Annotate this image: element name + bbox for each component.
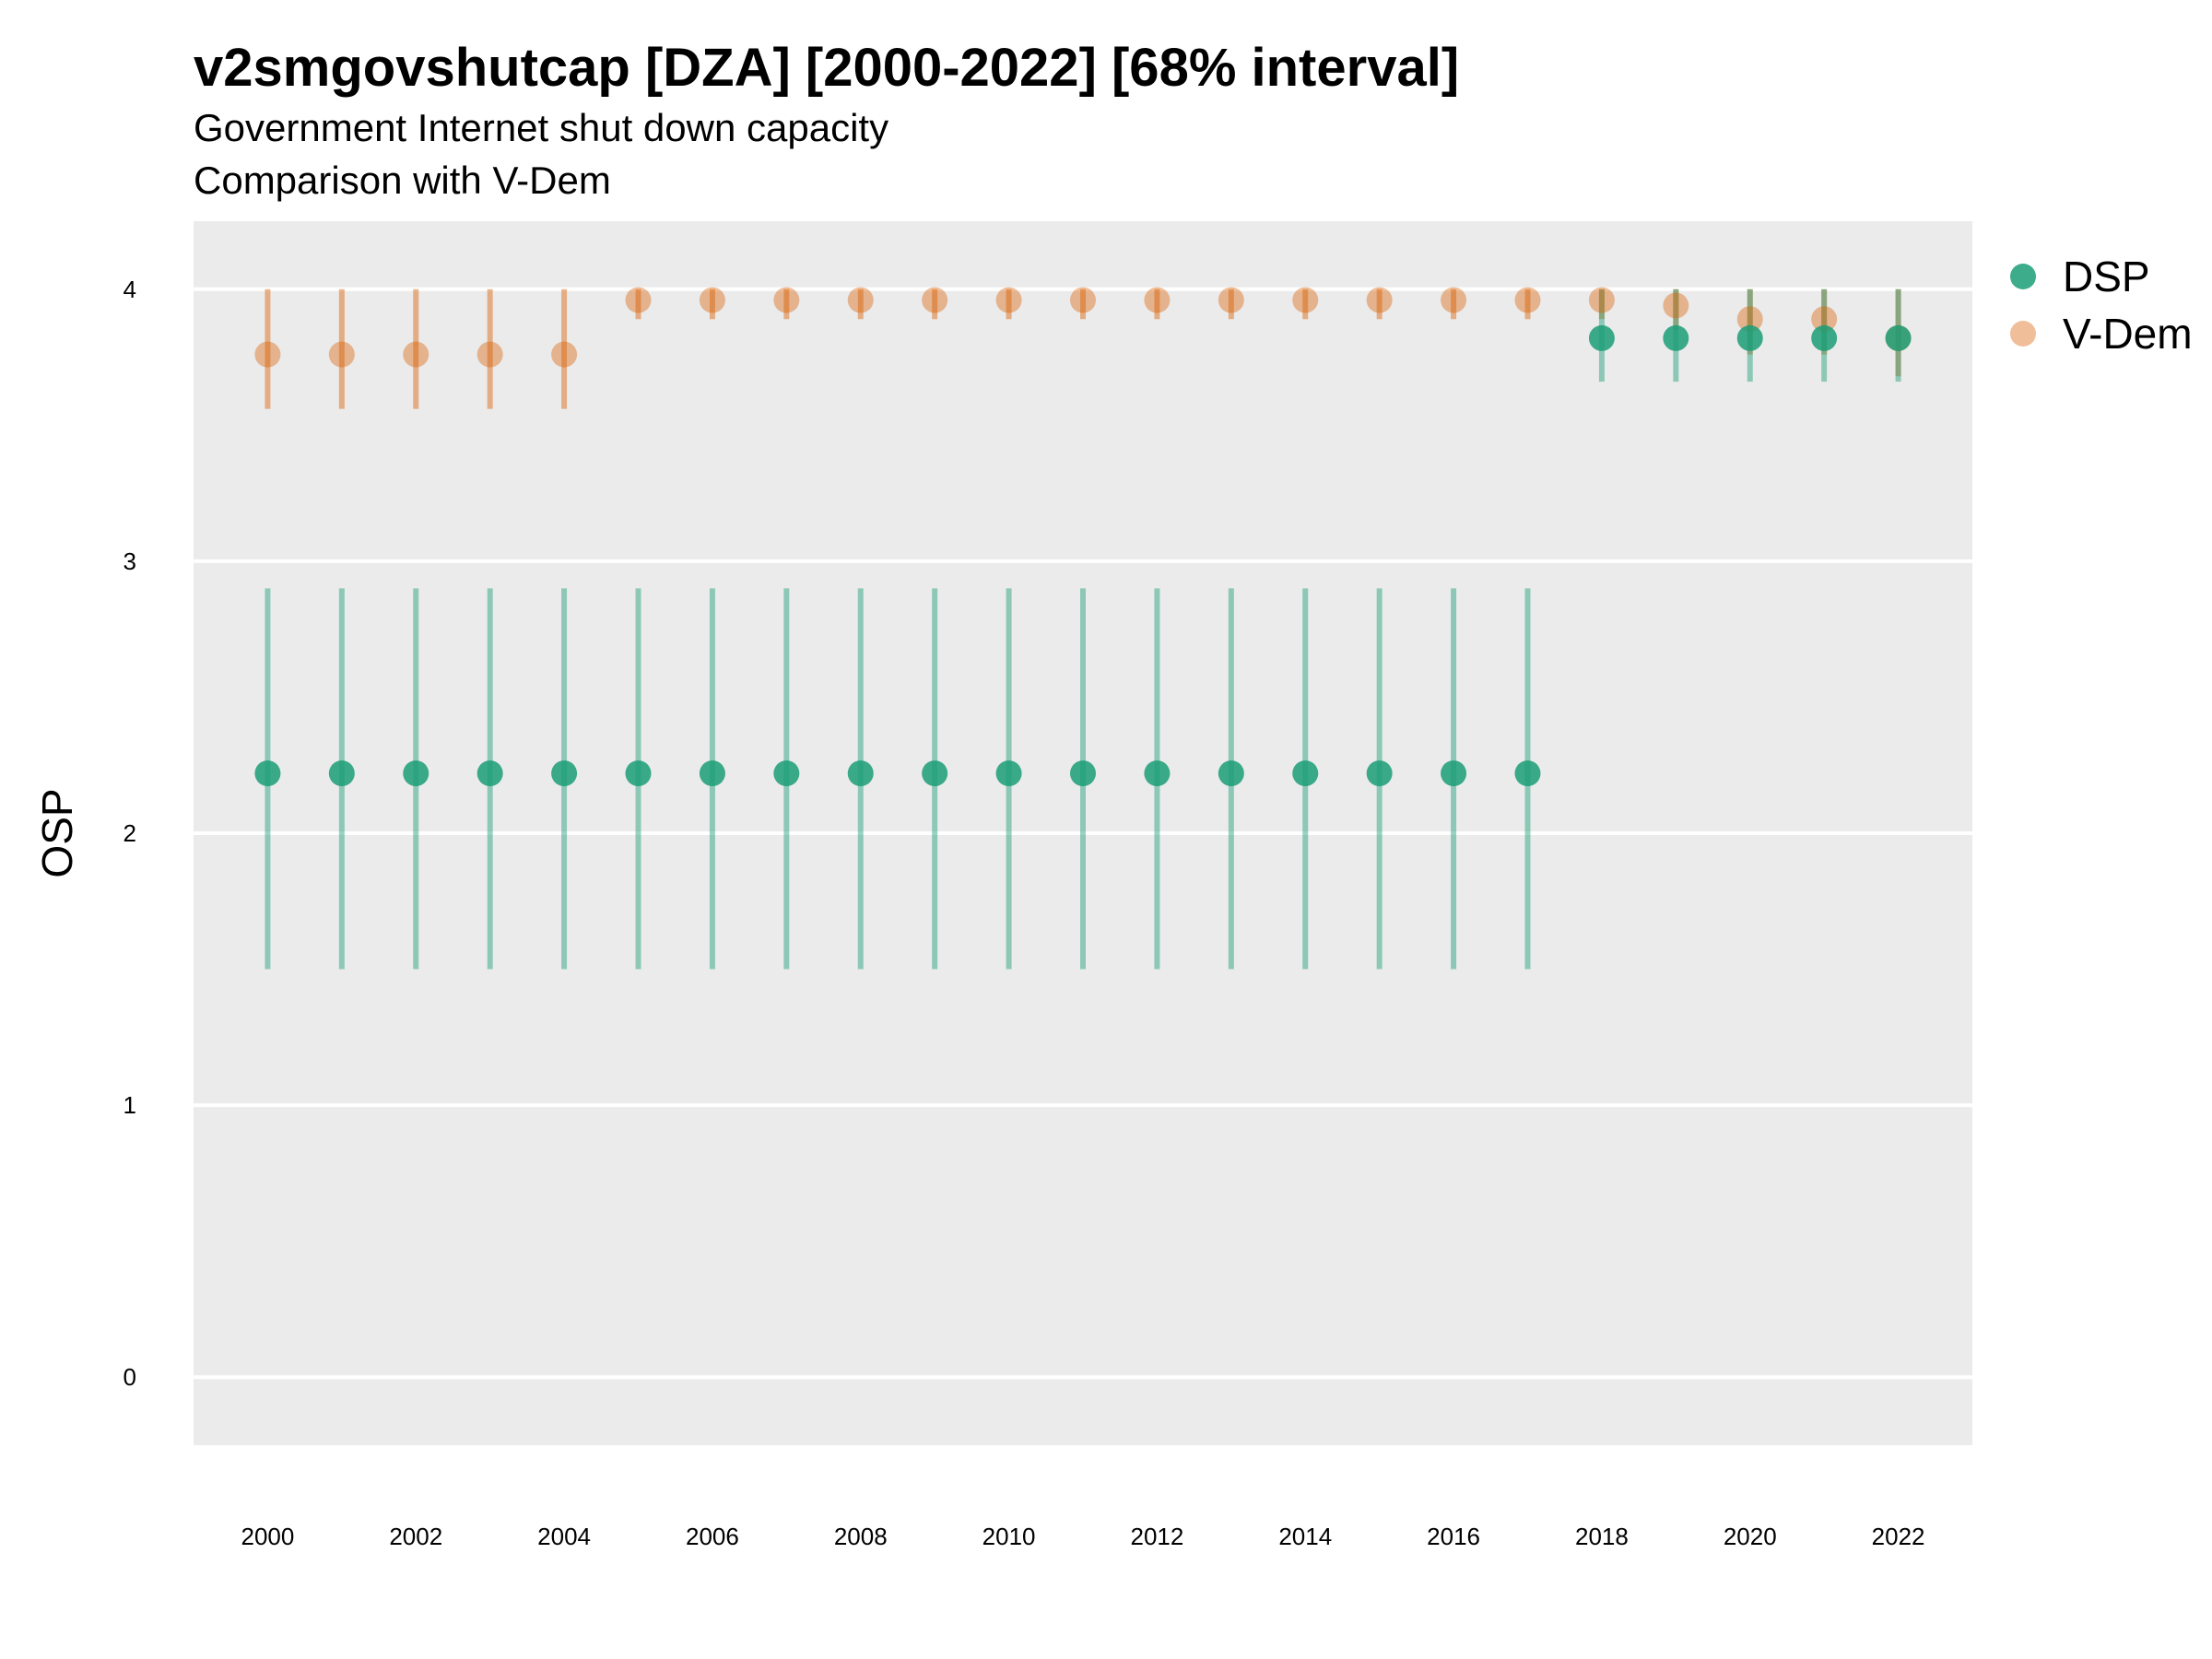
dsp-point bbox=[847, 760, 874, 787]
legend-label-v-dem: V-Dem bbox=[2063, 310, 2193, 358]
x-tick-label: 2008 bbox=[834, 1523, 888, 1550]
dsp-point bbox=[1885, 324, 1912, 351]
dsp-point bbox=[699, 760, 725, 787]
x-tick-label: 2010 bbox=[982, 1523, 1036, 1550]
dsp-point bbox=[1292, 760, 1319, 787]
x-tick-label: 2006 bbox=[686, 1523, 739, 1550]
x-tick-label: 2004 bbox=[537, 1523, 591, 1550]
x-axis-ticks: 2000 2002 2004 2006 2008 2010 2012 2014 2016 2018… bbox=[241, 1523, 1924, 1550]
x-tick-label: 2014 bbox=[1278, 1523, 1332, 1550]
y-tick-label: 2 bbox=[124, 819, 136, 847]
v-dem-point bbox=[1218, 287, 1244, 313]
dsp-point bbox=[254, 760, 281, 787]
x-tick-label: 2018 bbox=[1575, 1523, 1629, 1550]
dsp-point bbox=[1588, 324, 1615, 351]
v-dem-point bbox=[1366, 287, 1393, 313]
dsp-point bbox=[551, 760, 578, 787]
y-axis-title: OSP bbox=[33, 788, 81, 877]
v-dem-point bbox=[625, 287, 652, 313]
v-dem-point bbox=[1292, 287, 1319, 313]
v-dem-point bbox=[1144, 287, 1171, 313]
legend: DSP V-Dem bbox=[2010, 253, 2193, 358]
x-tick-label: 2000 bbox=[241, 1523, 294, 1550]
v-dem-point bbox=[1441, 287, 1467, 313]
v-dem-point bbox=[328, 341, 355, 368]
y-tick-label: 3 bbox=[124, 547, 136, 575]
grid-lines bbox=[194, 287, 1972, 1380]
dsp-point bbox=[922, 760, 948, 787]
v-dem-point bbox=[847, 287, 874, 313]
dsp-point bbox=[1441, 760, 1467, 787]
v-dem-point bbox=[254, 341, 281, 368]
v-dem-point bbox=[551, 341, 578, 368]
dsp-point bbox=[1663, 324, 1689, 351]
dsp-point bbox=[1144, 760, 1171, 787]
legend-label-dsp: DSP bbox=[2063, 253, 2150, 300]
dsp-point bbox=[773, 760, 800, 787]
dsp-point bbox=[1514, 760, 1541, 787]
v-dem-point bbox=[773, 287, 800, 313]
v-dem-point bbox=[699, 287, 725, 313]
v-dem-point bbox=[403, 341, 429, 368]
v-dem-point bbox=[1811, 306, 1838, 333]
v-dem-point bbox=[1663, 292, 1689, 319]
dsp-point bbox=[995, 760, 1022, 787]
y-axis-ticks: 0 1 2 3 4 bbox=[124, 276, 136, 1391]
chart-subtitle: Government Internet shut down capacity bbox=[194, 106, 889, 149]
y-tick-label: 1 bbox=[124, 1091, 136, 1119]
dsp-point bbox=[1218, 760, 1244, 787]
dsp-point bbox=[1811, 324, 1838, 351]
v-dem-point bbox=[477, 341, 503, 368]
y-tick-label: 0 bbox=[124, 1363, 136, 1391]
v-dem-point bbox=[1070, 287, 1096, 313]
dsp-point bbox=[1366, 760, 1393, 787]
dsp-point bbox=[1070, 760, 1096, 787]
dsp-point bbox=[328, 760, 355, 787]
dsp-point bbox=[1736, 324, 1763, 351]
chart-title: v2smgovshutcap [DZA] [2000-2022] [68% in… bbox=[194, 38, 1460, 98]
v-dem-point bbox=[995, 287, 1022, 313]
x-tick-label: 2022 bbox=[1872, 1523, 1925, 1550]
v-dem-point bbox=[1736, 306, 1763, 333]
v-dem-point bbox=[1588, 287, 1615, 313]
dsp-point bbox=[625, 760, 652, 787]
chart-subtitle-comparison: Comparison with V-Dem bbox=[194, 159, 611, 202]
x-tick-label: 2016 bbox=[1427, 1523, 1480, 1550]
dsp-point bbox=[477, 760, 503, 787]
y-tick-label: 4 bbox=[124, 276, 136, 303]
v-dem-point bbox=[1514, 287, 1541, 313]
x-tick-label: 2020 bbox=[1724, 1523, 1777, 1550]
x-tick-label: 2012 bbox=[1130, 1523, 1183, 1550]
dsp-point bbox=[403, 760, 429, 787]
x-tick-label: 2002 bbox=[389, 1523, 442, 1550]
data-points bbox=[254, 287, 1912, 787]
legend-swatch-v-dem bbox=[2010, 321, 2036, 347]
v-dem-point bbox=[922, 287, 948, 313]
legend-swatch-dsp bbox=[2010, 264, 2036, 289]
